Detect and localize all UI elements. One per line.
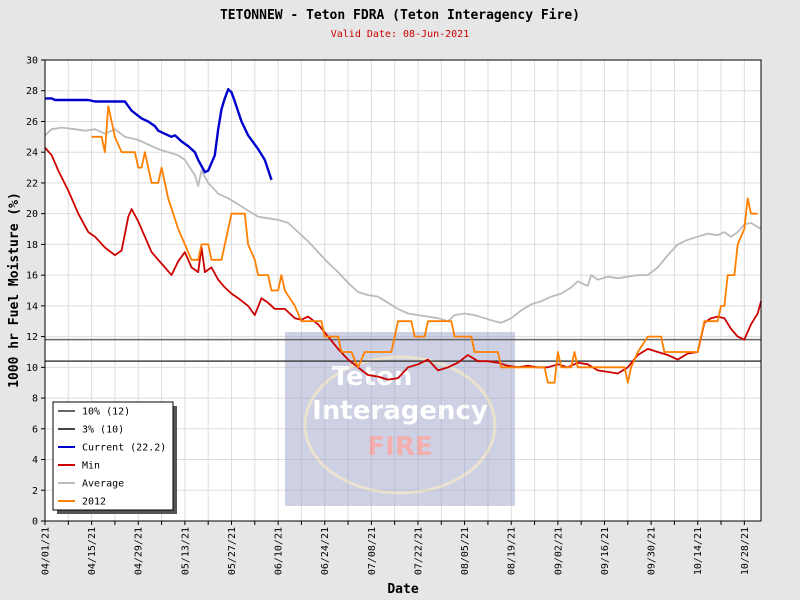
x-tick-label: 09/30/21 xyxy=(647,527,658,575)
legend-label: Current (22.2) xyxy=(82,443,166,454)
y-tick-label: 14 xyxy=(26,301,38,312)
x-tick-label: 04/15/21 xyxy=(87,527,98,575)
legend: 10% (12) 3% (10) Current (22.2) Min Average 2… xyxy=(52,401,177,514)
legend-label: 10% (12) xyxy=(82,407,130,418)
y-tick-label: 18 xyxy=(26,240,38,251)
series-line-1 xyxy=(44,147,762,381)
y-tick-label: 24 xyxy=(26,148,38,159)
watermark-logo: Teton Interagency FIRE xyxy=(285,332,515,506)
x-tick-label: 05/13/21 xyxy=(180,527,191,575)
legend-label: 2012 xyxy=(82,497,106,508)
y-tick-label: 4 xyxy=(32,455,38,466)
reference-lines xyxy=(45,338,761,362)
plot-frame xyxy=(44,59,762,522)
series-line-0 xyxy=(45,87,273,181)
y-tick-label: 30 xyxy=(26,56,38,67)
y-tick-label: 20 xyxy=(26,209,38,220)
legend-label: 3% (10) xyxy=(82,425,124,436)
y-tick-label: 28 xyxy=(26,86,38,97)
x-tick-label: 10/28/21 xyxy=(740,527,751,575)
y-tick-label: 26 xyxy=(26,117,38,128)
y-tick-label: 22 xyxy=(26,178,38,189)
chart-title: TETONNEW - Teton FDRA (Teton Interagency… xyxy=(220,8,580,23)
x-axis-ticks: 04/01/21 04/15/21 04/29/21 05/13/21 05/27/21… xyxy=(41,521,751,575)
x-tick-label: 10/14/21 xyxy=(693,527,704,575)
x-tick-label: 04/29/21 xyxy=(134,527,145,575)
svg-text:Interagency: Interagency xyxy=(312,396,488,426)
svg-text:Teton: Teton xyxy=(332,362,413,392)
x-axis-label: Date xyxy=(387,582,418,597)
y-tick-label: 16 xyxy=(26,271,38,282)
legend-label: Min xyxy=(82,461,100,472)
legend-label: Average xyxy=(82,479,124,490)
chart-subtitle: Valid Date: 08-Jun-2021 xyxy=(331,29,469,40)
x-tick-label: 07/22/21 xyxy=(414,527,425,575)
x-tick-label: 06/24/21 xyxy=(320,527,331,575)
y-tick-label: 6 xyxy=(32,424,38,435)
y-tick-label: 8 xyxy=(32,394,38,405)
x-tick-label: 07/08/21 xyxy=(367,527,378,575)
x-tick-label: 05/27/21 xyxy=(227,527,238,575)
series-lines xyxy=(44,87,762,384)
y-tick-label: 12 xyxy=(26,332,38,343)
y-tick-label: 10 xyxy=(26,363,38,374)
x-tick-label: 08/05/21 xyxy=(460,527,471,575)
x-tick-label: 08/19/21 xyxy=(507,527,518,575)
series-line-2 xyxy=(44,126,762,324)
series-line-3 xyxy=(91,105,758,384)
y-tick-label: 0 xyxy=(32,517,38,528)
x-tick-label: 06/10/21 xyxy=(274,527,285,575)
y-axis-label: 1000 hr Fuel Moisture (%) xyxy=(7,192,22,388)
x-tick-label: 09/02/21 xyxy=(553,527,564,575)
x-tick-label: 04/01/21 xyxy=(41,527,52,575)
x-tick-label: 09/16/21 xyxy=(600,527,611,575)
svg-text:FIRE: FIRE xyxy=(367,432,432,462)
y-tick-label: 2 xyxy=(32,486,38,497)
